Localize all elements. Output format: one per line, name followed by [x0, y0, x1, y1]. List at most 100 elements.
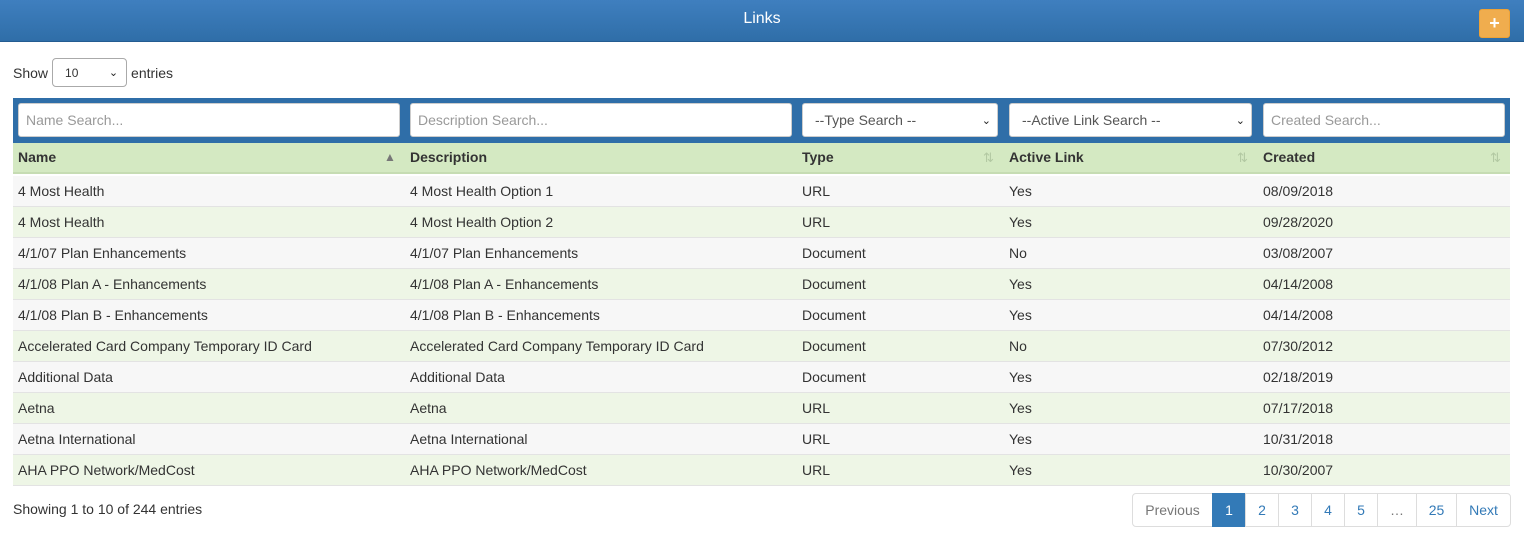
cell-created: 10/30/2007	[1263, 462, 1334, 478]
pagination-page-3[interactable]: 3	[1278, 493, 1312, 527]
description-search-input[interactable]: Description Search...	[410, 103, 792, 137]
table-row[interactable]: Additional Data Additional Data Document…	[13, 362, 1510, 393]
column-header-active-link[interactable]: Active Link	[1009, 149, 1084, 165]
cell-name: 4 Most Health	[18, 214, 105, 230]
cell-active-link: No	[1009, 338, 1027, 354]
sort-ascending-icon[interactable]: ▲	[384, 150, 396, 164]
pagination-next-button[interactable]: Next	[1456, 493, 1511, 527]
table-row[interactable]: AHA PPO Network/MedCost AHA PPO Network/…	[13, 455, 1510, 486]
cell-created: 09/28/2020	[1263, 214, 1334, 230]
page-title: Links	[743, 10, 781, 27]
cell-type: URL	[802, 183, 831, 199]
cell-created: 03/08/2007	[1263, 245, 1334, 261]
cell-active-link: Yes	[1009, 400, 1032, 416]
sort-both-icon[interactable]: ⇅	[983, 150, 994, 165]
cell-active-link: Yes	[1009, 431, 1032, 447]
cell-description: 4/1/08 Plan B - Enhancements	[410, 307, 600, 323]
cell-name: 4/1/08 Plan B - Enhancements	[18, 307, 208, 323]
cell-created: 08/09/2018	[1263, 183, 1334, 199]
cell-active-link: Yes	[1009, 214, 1032, 230]
cell-description: Additional Data	[410, 369, 505, 385]
show-label: Show	[13, 64, 49, 81]
pagination-page-2[interactable]: 2	[1245, 493, 1279, 527]
cell-created: 02/18/2019	[1263, 369, 1334, 385]
table-info: Showing 1 to 10 of 244 entries	[13, 501, 203, 517]
column-header-name[interactable]: Name	[18, 149, 57, 165]
cell-type: Document	[802, 245, 866, 261]
cell-description: 4/1/08 Plan A - Enhancements	[410, 276, 599, 292]
cell-name: 4 Most Health	[18, 183, 105, 199]
pagination-page-5[interactable]: 5	[1344, 493, 1378, 527]
pagination-page-25[interactable]: 25	[1416, 493, 1457, 527]
active-link-search-select[interactable]: --Active Link Search -- ⌄	[1009, 103, 1252, 137]
cell-type: URL	[802, 400, 831, 416]
cell-name: Aetna International	[18, 431, 136, 447]
table-row[interactable]: 4/1/08 Plan B - Enhancements 4/1/08 Plan…	[13, 300, 1510, 331]
cell-description: Aetna	[410, 400, 447, 416]
cell-active-link: Yes	[1009, 276, 1032, 292]
cell-type: URL	[802, 431, 831, 447]
entries-per-page-select[interactable]: 10 ⌄	[52, 58, 128, 87]
column-header-type[interactable]: Type	[802, 149, 834, 165]
cell-active-link: No	[1009, 245, 1027, 261]
cell-created: 04/14/2008	[1263, 307, 1334, 323]
created-search-input[interactable]: Created Search...	[1263, 103, 1505, 137]
cell-description: Accelerated Card Company Temporary ID Ca…	[410, 338, 704, 354]
cell-type: URL	[802, 462, 831, 478]
cell-created: 07/17/2018	[1263, 400, 1334, 416]
active-link-search-value: --Active Link Search --	[1022, 112, 1161, 128]
pagination: Previous 1 2 3 4 5 … 25 Next	[1132, 493, 1511, 527]
pagination-page-1[interactable]: 1	[1212, 493, 1246, 527]
filter-row: Name Search... Description Search... --T…	[13, 98, 1510, 143]
cell-name: Additional Data	[18, 369, 113, 385]
cell-name: AHA PPO Network/MedCost	[18, 462, 195, 478]
cell-created: 10/31/2018	[1263, 431, 1334, 447]
entries-label: entries	[131, 64, 174, 81]
cell-type: Document	[802, 276, 866, 292]
pagination-page-4[interactable]: 4	[1311, 493, 1345, 527]
cell-name: Accelerated Card Company Temporary ID Ca…	[18, 338, 312, 354]
table-row[interactable]: Aetna International Aetna International …	[13, 424, 1510, 455]
cell-type: Document	[802, 307, 866, 323]
cell-active-link: Yes	[1009, 369, 1032, 385]
length-control: Show 10 ⌄ entries	[13, 58, 173, 87]
cell-active-link: Yes	[1009, 462, 1032, 478]
cell-active-link: Yes	[1009, 183, 1032, 199]
chevron-down-icon: ⌄	[981, 114, 991, 127]
table-header: Name ▲ Description Type ⇅ Active Link ⇅ …	[13, 143, 1510, 174]
cell-description: 4 Most Health Option 2	[410, 214, 554, 230]
table-row[interactable]: Accelerated Card Company Temporary ID Ca…	[13, 331, 1510, 362]
cell-description: 4 Most Health Option 1	[410, 183, 554, 199]
cell-type: Document	[802, 369, 866, 385]
cell-active-link: Yes	[1009, 307, 1032, 323]
table-row[interactable]: 4/1/07 Plan Enhancements 4/1/07 Plan Enh…	[13, 238, 1510, 269]
sort-both-icon[interactable]: ⇅	[1490, 150, 1501, 165]
cell-name: 4/1/07 Plan Enhancements	[18, 245, 187, 261]
cell-description: AHA PPO Network/MedCost	[410, 462, 587, 478]
type-search-value: --Type Search --	[815, 112, 917, 128]
pagination-ellipsis: …	[1377, 493, 1417, 527]
cell-name: Aetna	[18, 400, 55, 416]
table-row[interactable]: 4 Most Health 4 Most Health Option 2 URL…	[13, 207, 1510, 238]
name-search-input[interactable]: Name Search...	[18, 103, 400, 137]
pagination-previous-button[interactable]: Previous	[1132, 493, 1213, 527]
column-header-created[interactable]: Created	[1263, 149, 1316, 165]
sort-both-icon[interactable]: ⇅	[1237, 150, 1248, 165]
top-bar: Links +	[0, 0, 1524, 42]
add-link-button[interactable]: +	[1479, 9, 1510, 38]
table-row[interactable]: 4/1/08 Plan A - Enhancements 4/1/08 Plan…	[13, 269, 1510, 300]
chevron-down-icon: ⌄	[108, 67, 119, 79]
column-header-description[interactable]: Description	[410, 149, 488, 165]
cell-description: 4/1/07 Plan Enhancements	[410, 245, 579, 261]
entries-per-page-value: 10	[65, 65, 79, 80]
table-row[interactable]: 4 Most Health 4 Most Health Option 1 URL…	[13, 176, 1510, 207]
cell-name: 4/1/08 Plan A - Enhancements	[18, 276, 207, 292]
type-search-select[interactable]: --Type Search -- ⌄	[802, 103, 998, 137]
cell-description: Aetna International	[410, 431, 528, 447]
table-row[interactable]: Aetna Aetna URL Yes 07/17/2018	[13, 393, 1510, 424]
cell-type: URL	[802, 214, 831, 230]
cell-created: 04/14/2008	[1263, 276, 1334, 292]
cell-created: 07/30/2012	[1263, 338, 1334, 354]
chevron-down-icon: ⌄	[1235, 114, 1245, 127]
cell-type: Document	[802, 338, 866, 354]
